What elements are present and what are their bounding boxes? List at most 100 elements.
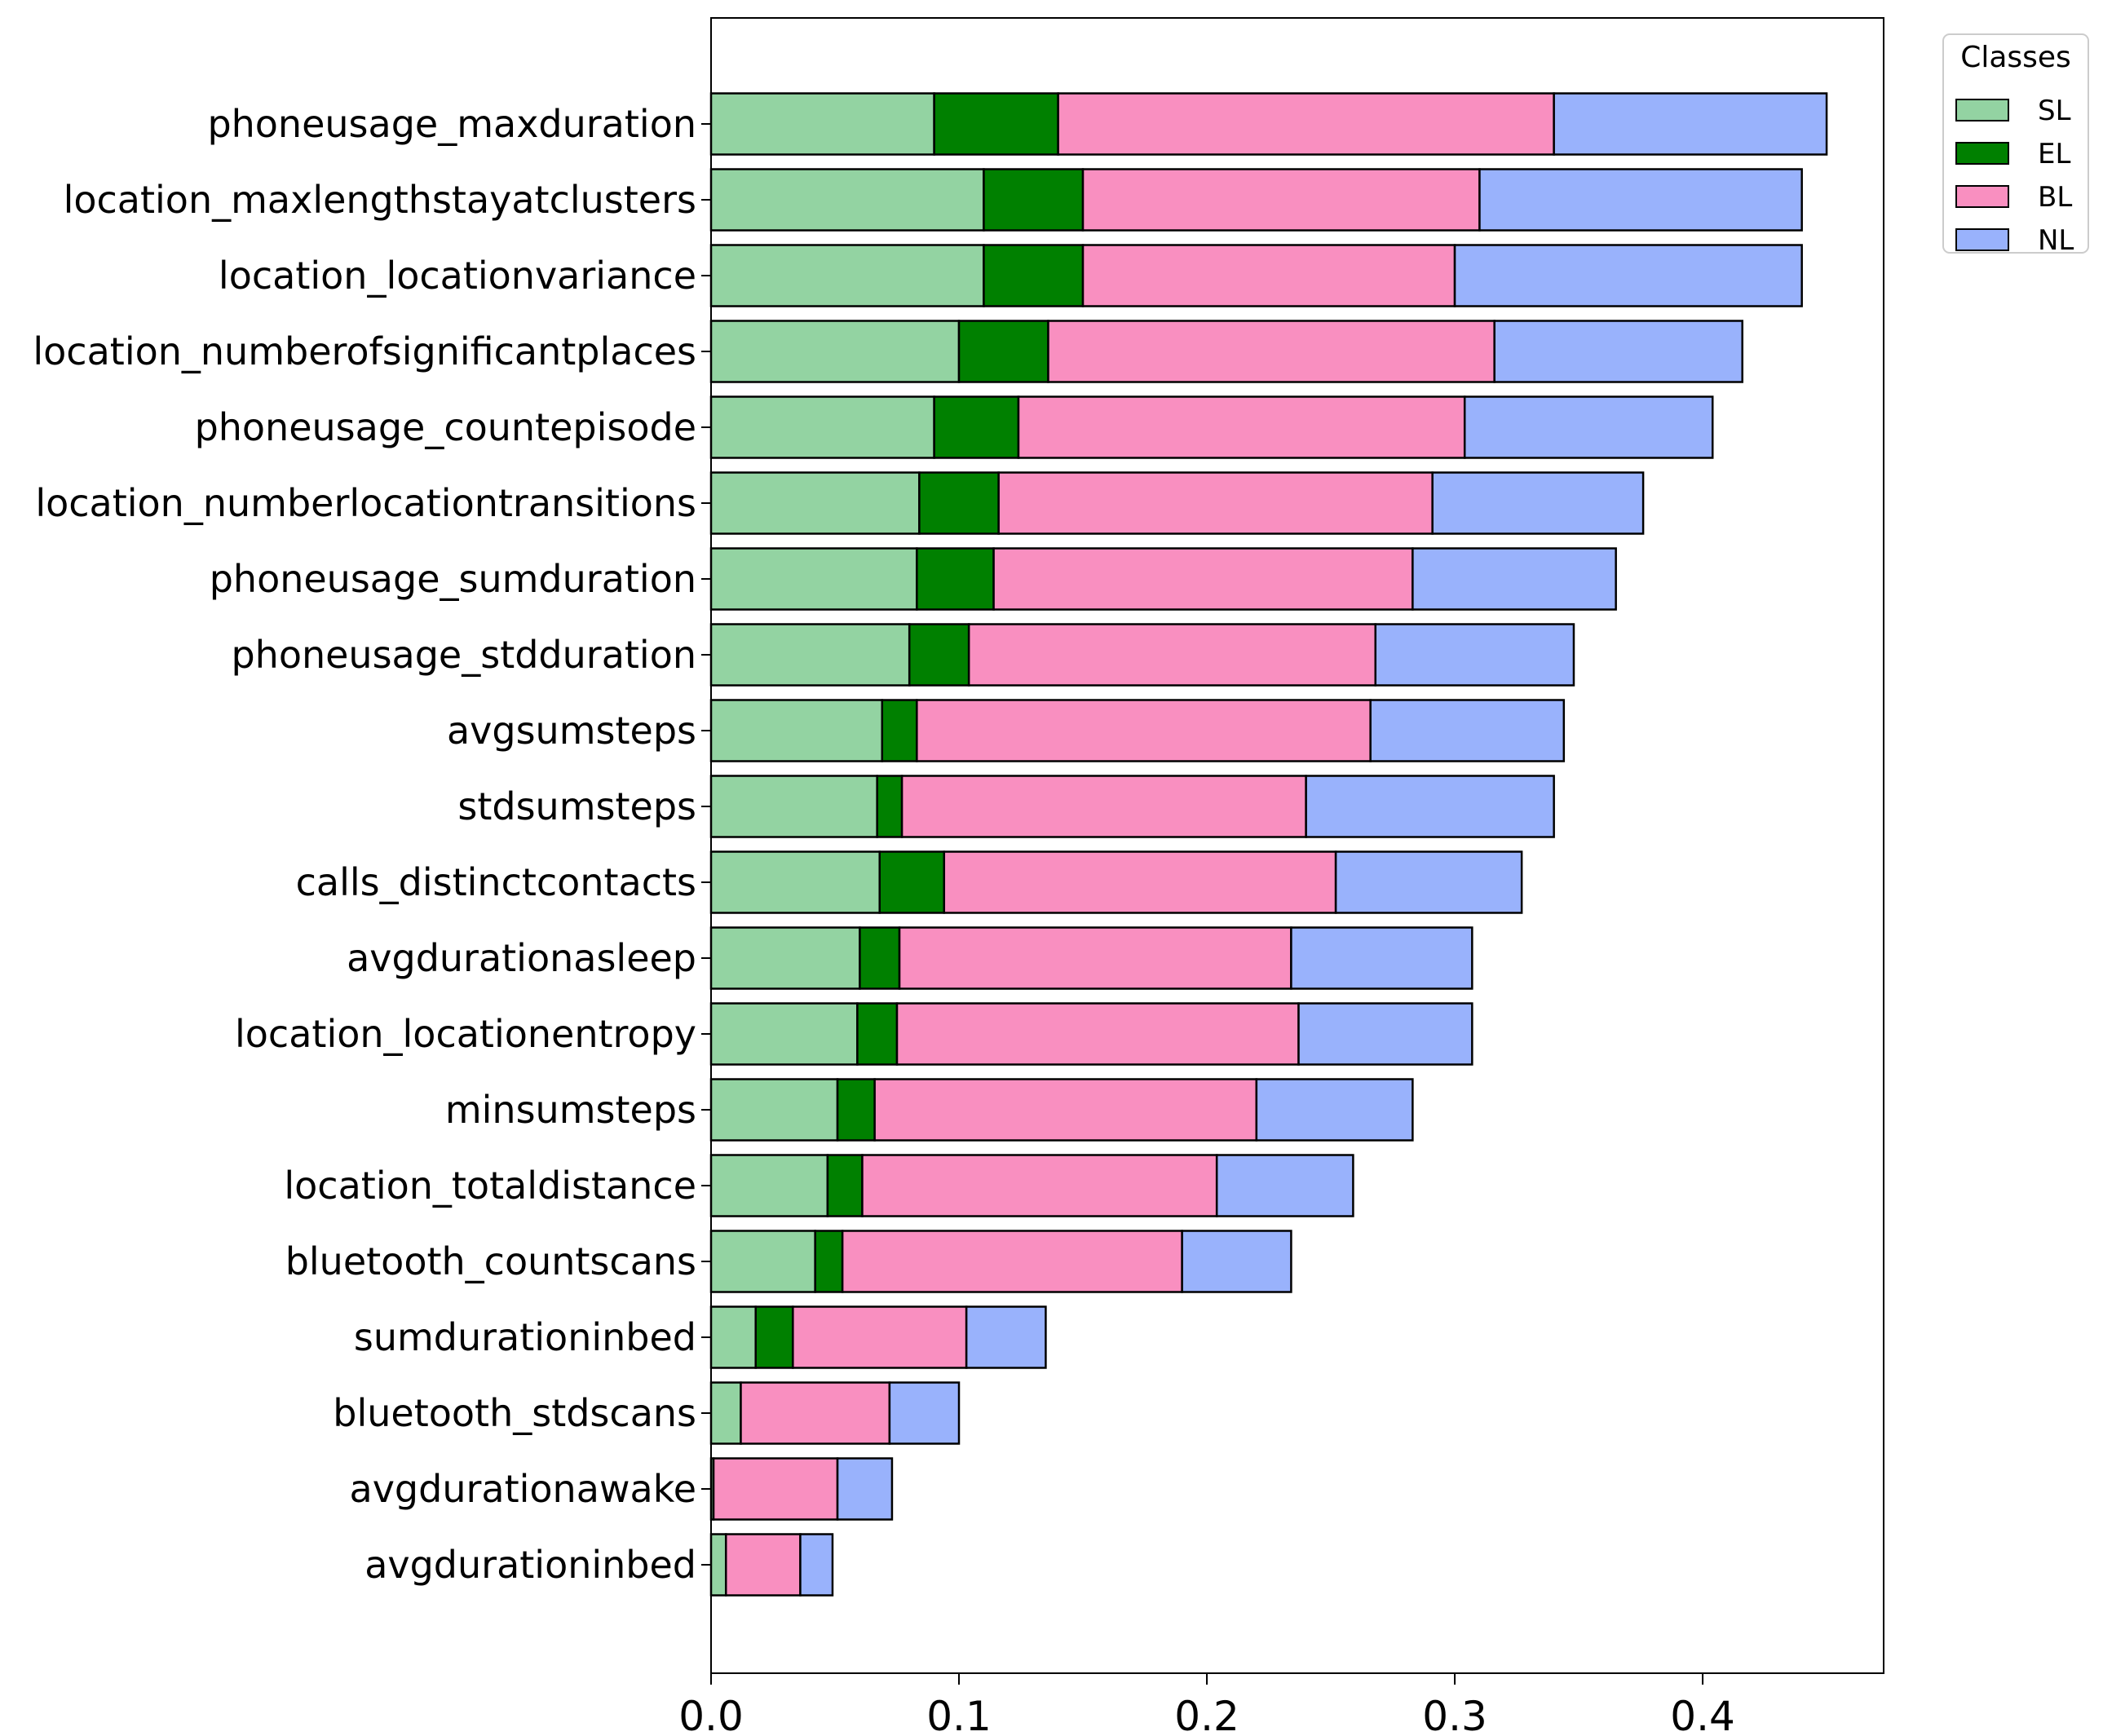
- bar-nl-phoneusage_stdduration: [1374, 623, 1575, 687]
- bar-el-phoneusage_maxduration: [933, 92, 1059, 156]
- bar-el-location_locationentropy: [856, 1002, 899, 1066]
- y-tick-label: phoneusage_stdduration: [231, 633, 696, 677]
- bar-bl-minsumsteps: [873, 1078, 1258, 1142]
- y-tick-label: avgdurationinbed: [364, 1543, 696, 1587]
- x-tick-label: 0.0: [678, 1693, 744, 1736]
- bar-nl-location_locationentropy: [1297, 1002, 1473, 1066]
- bar-sl-sumdurationinbed: [709, 1305, 757, 1369]
- bar-nl-location_numberofsignificantplaces: [1493, 320, 1743, 383]
- bar-bl-phoneusage_stdduration: [967, 623, 1377, 687]
- bar-nl-minsumsteps: [1255, 1078, 1414, 1142]
- category-labels: phoneusage_maxduration location_maxlength…: [33, 102, 711, 1587]
- bar-el-sumdurationinbed: [754, 1305, 794, 1369]
- bar-el-location_numberlocationtransitions: [918, 471, 1000, 535]
- y-tick-label: location_totaldistance: [284, 1164, 696, 1208]
- bar-sl-avgdurationinbed: [709, 1533, 727, 1597]
- bar-bl-calls_distinctcontacts: [943, 850, 1337, 914]
- bar-el-bluetooth_countscans: [814, 1230, 844, 1293]
- legend-items: SL EL BL NL: [1955, 95, 2074, 257]
- bar-el-location_maxlengthstayatclusters: [983, 168, 1085, 232]
- legend-title: Classes: [1960, 41, 2071, 74]
- bar-nl-location_totaldistance: [1215, 1154, 1354, 1217]
- bar-bl-location_numberofsignificantplaces: [1047, 320, 1496, 383]
- y-tick-label: stdsumsteps: [457, 784, 696, 828]
- bar-sl-avgdurationasleep: [709, 926, 861, 990]
- bar-el-calls_distinctcontacts: [878, 850, 946, 914]
- bar-nl-calls_distinctcontacts: [1334, 850, 1523, 914]
- bar-bl-phoneusage_sumduration: [992, 547, 1414, 611]
- bar-el-minsumsteps: [836, 1078, 876, 1142]
- bar-bl-bluetooth_countscans: [841, 1230, 1183, 1293]
- bar-el-location_totaldistance: [826, 1154, 864, 1217]
- y-tick-label: minsumsteps: [445, 1088, 696, 1132]
- bar-nl-stdsumsteps: [1305, 775, 1555, 838]
- bar-sl-calls_distinctcontacts: [709, 850, 881, 914]
- bar-bl-phoneusage_maxduration: [1057, 92, 1555, 156]
- x-tick-label: 0.1: [926, 1693, 992, 1736]
- x-tick-label: 0.4: [1670, 1693, 1735, 1736]
- y-tick-label: bluetooth_countscans: [285, 1239, 696, 1283]
- bar-nl-avgsumsteps: [1369, 699, 1566, 762]
- x-axis: 0.0 0.1 0.2 0.3 0.4: [678, 1673, 1735, 1736]
- bars-layer: [709, 92, 1828, 1597]
- y-tick-label: location_locationentropy: [235, 1012, 696, 1056]
- bar-bl-avgdurationawake: [712, 1457, 839, 1521]
- y-tick-label: avgsumsteps: [447, 709, 696, 753]
- bar-nl-avgdurationinbed: [799, 1533, 834, 1597]
- bar-nl-location_locationvariance: [1453, 244, 1803, 307]
- bar-bl-avgdurationinbed: [724, 1533, 802, 1597]
- y-tick-label: avgdurationasleep: [347, 936, 696, 980]
- bar-sl-location_maxlengthstayatclusters: [709, 168, 985, 232]
- legend-swatch-bl: [1955, 185, 2009, 208]
- y-tick-label: phoneusage_countepisode: [195, 405, 696, 449]
- bar-sl-phoneusage_countepisode: [709, 395, 935, 459]
- legend-label-sl: SL: [2038, 95, 2071, 127]
- x-tick-label: 0.3: [1422, 1693, 1487, 1736]
- bar-sl-minsumsteps: [709, 1078, 839, 1142]
- bar-el-stdsumsteps: [876, 775, 903, 838]
- bar-bl-sumdurationinbed: [792, 1305, 968, 1369]
- bar-sl-location_totaldistance: [709, 1154, 829, 1217]
- bar-sl-bluetooth_countscans: [709, 1230, 816, 1293]
- bar-bl-avgsumsteps: [916, 699, 1372, 762]
- bar-el-avgsumsteps: [881, 699, 918, 762]
- bar-bl-location_locationentropy: [895, 1002, 1300, 1066]
- bar-bl-location_maxlengthstayatclusters: [1081, 168, 1481, 232]
- bar-sl-location_numberlocationtransitions: [709, 471, 921, 535]
- bar-nl-phoneusage_sumduration: [1412, 547, 1617, 611]
- legend-label-bl: BL: [2038, 181, 2072, 214]
- bar-el-location_numberofsignificantplaces: [957, 320, 1049, 383]
- bar-sl-avgsumsteps: [709, 699, 884, 762]
- bar-bl-avgdurationasleep: [898, 926, 1292, 990]
- y-tick-label: location_locationvariance: [219, 254, 696, 298]
- bar-bl-location_numberlocationtransitions: [997, 471, 1434, 535]
- bar-nl-sumdurationinbed: [965, 1305, 1047, 1369]
- legend: Classes SL EL BL NL: [1942, 33, 2089, 257]
- y-tick-label: calls_distinctcontacts: [296, 860, 696, 904]
- bar-el-avgdurationasleep: [859, 926, 901, 990]
- bar-nl-bluetooth_countscans: [1181, 1230, 1292, 1293]
- y-tick-label: sumdurationinbed: [354, 1315, 696, 1359]
- bar-nl-location_numberlocationtransitions: [1431, 471, 1645, 535]
- bar-el-phoneusage_stdduration: [908, 623, 970, 687]
- y-tick-label: phoneusage_maxduration: [207, 102, 696, 146]
- bar-bl-phoneusage_countepisode: [1017, 395, 1466, 459]
- x-tick-label: 0.2: [1174, 1693, 1239, 1736]
- bar-sl-stdsumsteps: [709, 775, 878, 838]
- bar-bl-stdsumsteps: [900, 775, 1307, 838]
- bar-nl-avgdurationasleep: [1290, 926, 1473, 990]
- legend-swatch-nl: [1955, 228, 2009, 251]
- bar-sl-bluetooth_stdscans: [709, 1381, 742, 1445]
- bar-el-phoneusage_sumduration: [916, 547, 995, 611]
- y-tick-label: location_maxlengthstayatclusters: [64, 178, 696, 222]
- bar-bl-location_totaldistance: [861, 1154, 1218, 1217]
- bar-el-phoneusage_countepisode: [933, 395, 1020, 459]
- bar-sl-location_numberofsignificantplaces: [709, 320, 961, 383]
- bar-sl-location_locationentropy: [709, 1002, 859, 1066]
- y-tick-label: bluetooth_stdscans: [333, 1391, 696, 1435]
- bar-sl-phoneusage_maxduration: [709, 92, 935, 156]
- bar-nl-location_maxlengthstayatclusters: [1478, 168, 1803, 232]
- bar-nl-phoneusage_countepisode: [1463, 395, 1714, 459]
- y-tick-label: location_numberofsignificantplaces: [33, 329, 696, 373]
